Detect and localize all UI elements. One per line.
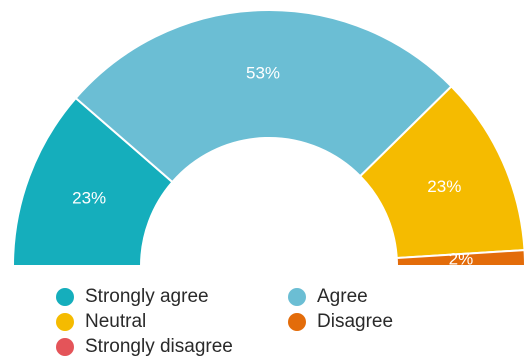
legend-label: Disagree [317,311,394,332]
legend-item-agree[interactable]: Agree [288,285,438,309]
legend-item-strongly-disagree[interactable]: Strongly disagree [56,335,288,359]
legend-swatch-strongly-disagree [56,338,74,356]
slice-label-strongly-agree: 23% [72,188,106,207]
slice-agree[interactable] [74,9,453,184]
legend-item-disagree[interactable]: Disagree [288,310,438,334]
semicircle-donut-chart: 23% 53% 23% 2% [13,9,527,269]
legend-label: Strongly disagree [85,336,233,357]
legend-swatch-strongly-agree [56,288,74,306]
legend-label: Agree [317,286,368,307]
legend: Strongly agree Agree Neutral Disagree St… [56,285,438,359]
legend-swatch-disagree [288,313,306,331]
slice-label-disagree: 2% [449,250,474,269]
legend-label: Neutral [85,311,147,332]
legend-item-neutral[interactable]: Neutral [56,310,288,334]
slice-label-neutral: 23% [427,177,461,196]
legend-item-strongly-agree[interactable]: Strongly agree [56,285,288,309]
slice-disagree[interactable] [395,249,527,267]
legend-swatch-agree [288,288,306,306]
legend-label: Strongly agree [85,286,209,307]
slice-label-agree: 53% [246,64,280,83]
legend-swatch-neutral [56,313,74,331]
